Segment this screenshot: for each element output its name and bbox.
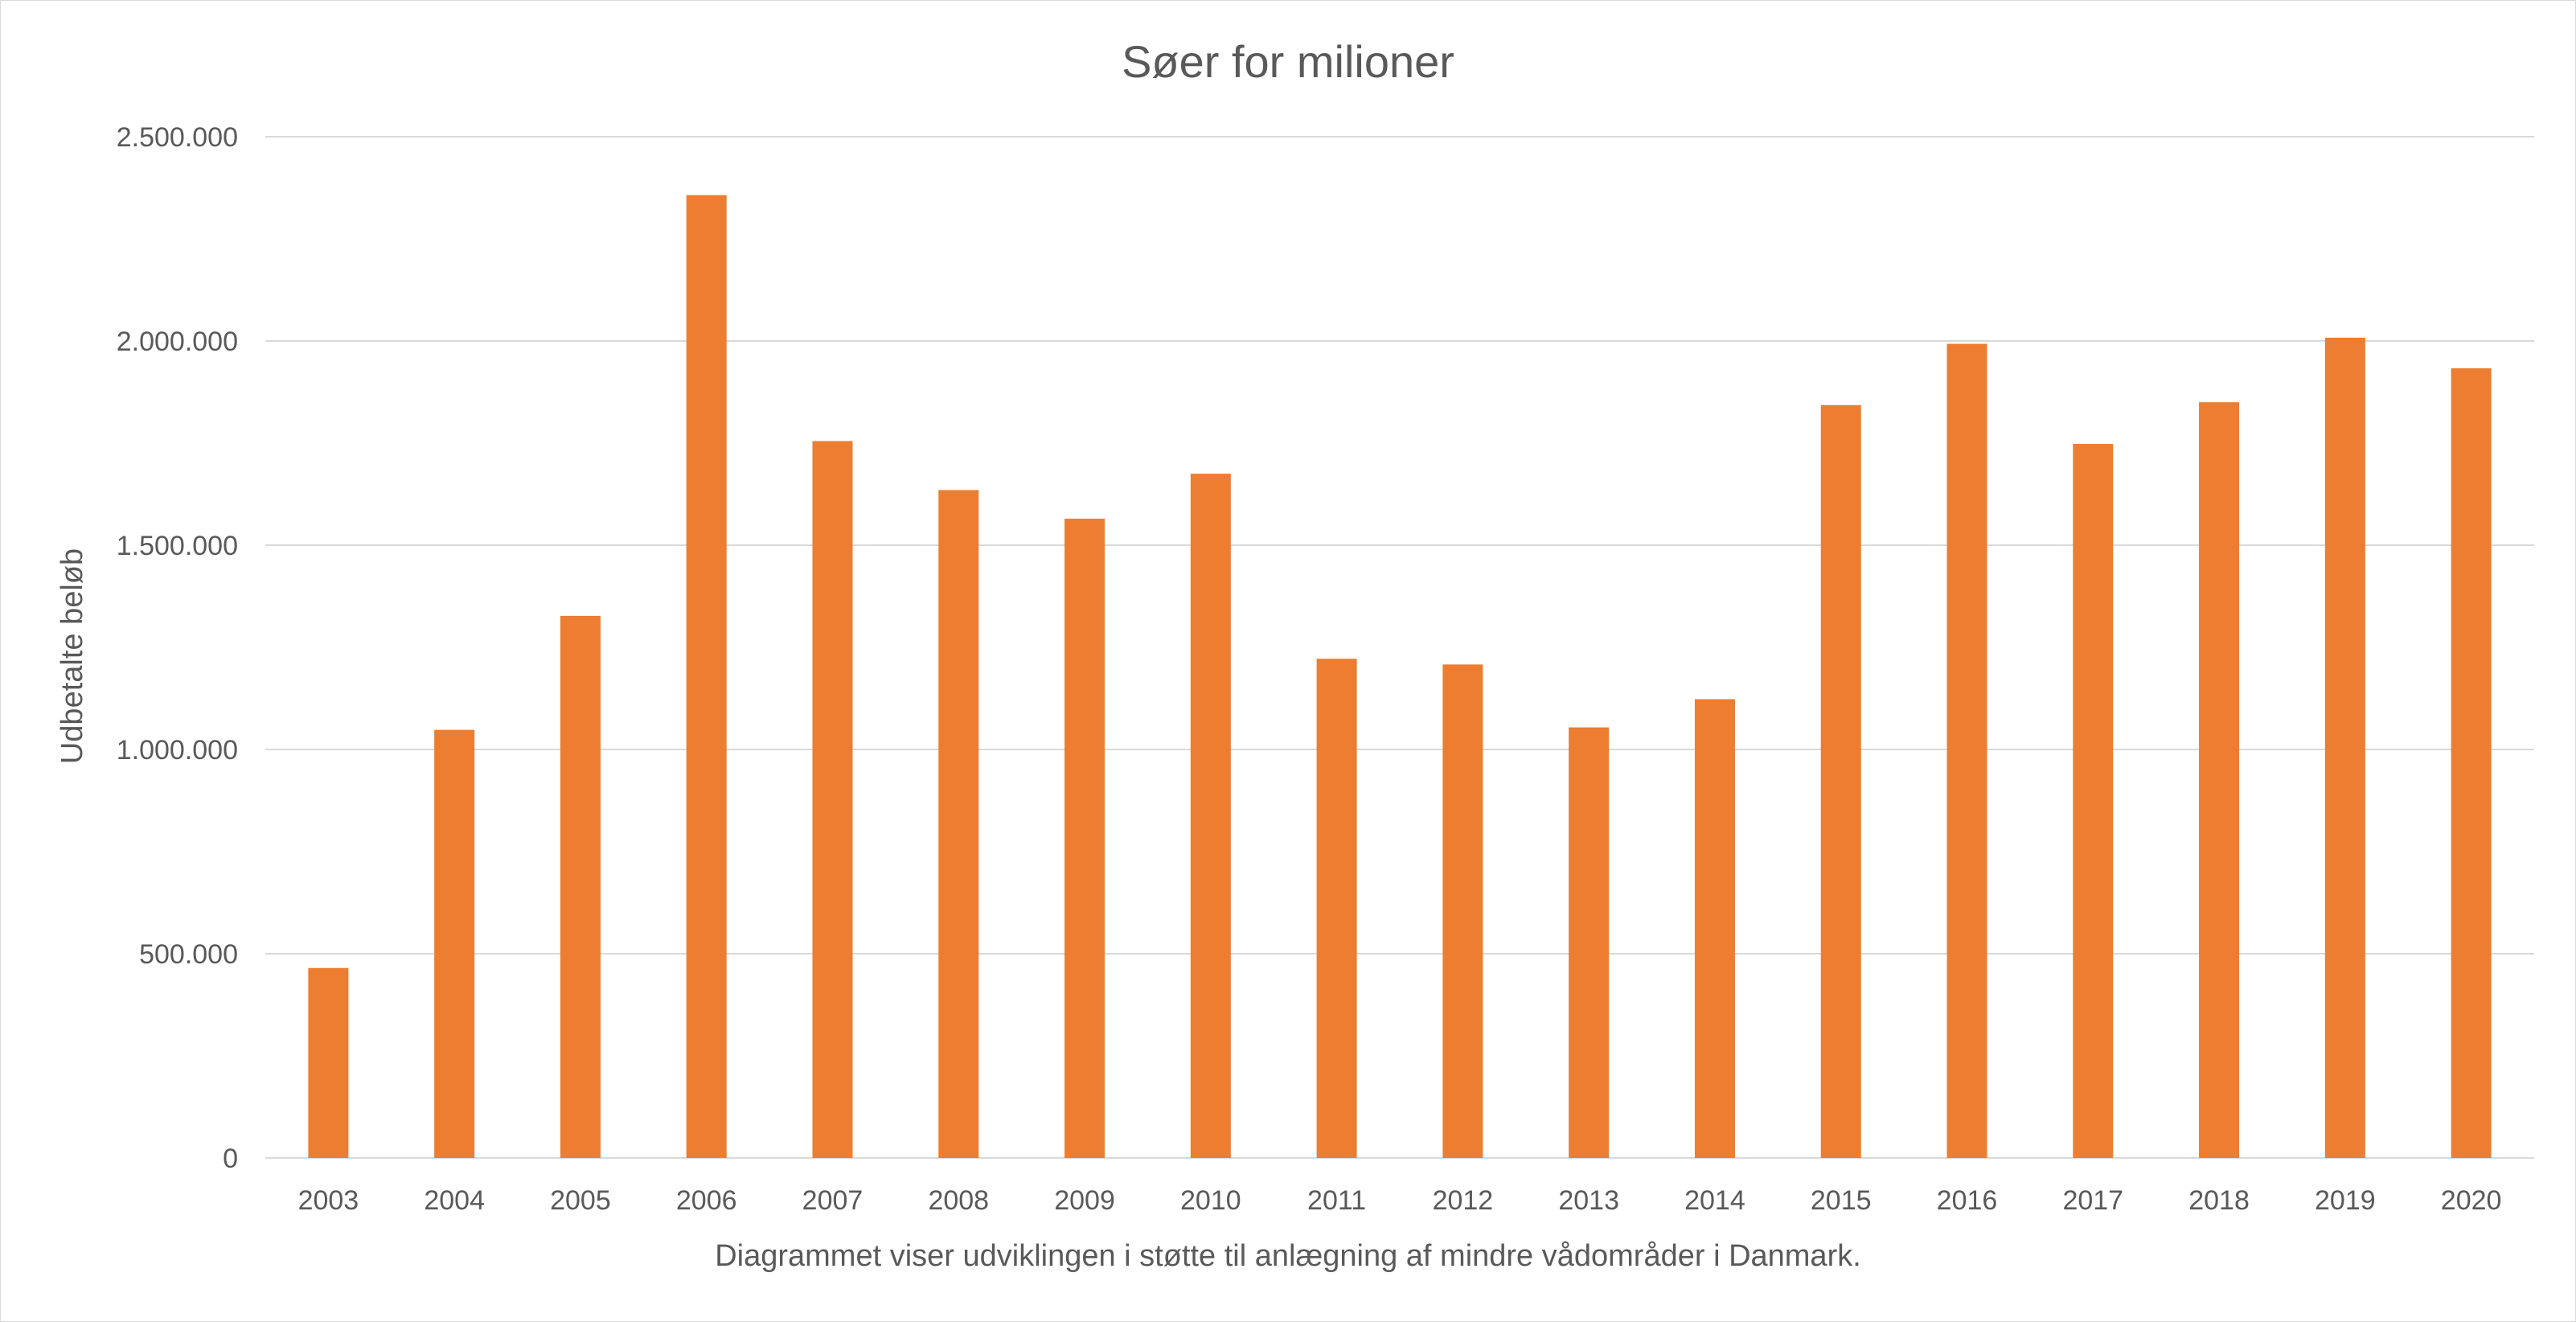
- y-axis-title: Udbetalte beløb: [55, 548, 89, 764]
- bar-2005: [560, 615, 601, 1158]
- x-axis-title: Diagrammet viser udviklingen i støtte ti…: [715, 1239, 1861, 1273]
- bar-2015: [1820, 404, 1861, 1159]
- x-tick-label: 2013: [1558, 1185, 1619, 1216]
- x-tick-label: 2015: [1811, 1185, 1872, 1216]
- bar-2009: [1064, 518, 1105, 1158]
- x-tick-label: 2011: [1307, 1185, 1366, 1216]
- y-tick-label: 500.000: [139, 939, 238, 970]
- x-tick-label: 2019: [2315, 1185, 2376, 1216]
- bar-2008: [938, 490, 979, 1158]
- x-tick-label: 2008: [928, 1185, 989, 1216]
- bar-2014: [1694, 699, 1735, 1158]
- x-tick-label: 2007: [802, 1185, 863, 1216]
- x-tick-label: 2003: [298, 1185, 359, 1216]
- chart-title: Søer for milioner: [1122, 36, 1454, 87]
- x-tick-label: 2005: [550, 1185, 611, 1216]
- y-tick-label: 1.000.000: [117, 735, 238, 766]
- bar-2017: [2073, 444, 2114, 1158]
- bar-2007: [812, 441, 853, 1158]
- bar-2010: [1190, 474, 1231, 1158]
- bar-2004: [434, 729, 475, 1158]
- bar-2018: [2199, 402, 2240, 1158]
- x-axis-ticks: 2003 2004 2005 2006 2007 2008 2009 2010 2011 2012…: [298, 1185, 2502, 1216]
- bar-2016: [1946, 343, 1987, 1158]
- bar-2019: [2324, 337, 2365, 1158]
- x-tick-label: 2016: [1937, 1185, 1998, 1216]
- gridlines: [265, 136, 2534, 1159]
- y-axis-ticks: 0 500.000 1.000.000 1.500.000 2.000.000 2.500…: [117, 122, 238, 1174]
- x-tick-label: 2017: [2062, 1185, 2123, 1216]
- bar-2003: [308, 967, 349, 1158]
- x-tick-label: 2012: [1433, 1185, 1494, 1216]
- x-tick-label: 2004: [424, 1185, 485, 1216]
- x-tick-label: 2020: [2441, 1185, 2502, 1216]
- bar-2012: [1442, 664, 1483, 1158]
- x-tick-label: 2014: [1684, 1185, 1745, 1216]
- y-tick-label: 2.000.000: [117, 326, 238, 357]
- x-tick-label: 2006: [676, 1185, 737, 1216]
- bar-2020: [2451, 368, 2492, 1158]
- y-tick-label: 1.500.000: [117, 531, 238, 561]
- bar-2013: [1569, 727, 1610, 1158]
- x-tick-label: 2018: [2188, 1185, 2250, 1216]
- bar-2011: [1316, 659, 1357, 1158]
- bars: [308, 195, 2492, 1159]
- x-tick-label: 2009: [1054, 1185, 1115, 1216]
- bar-2006: [686, 195, 727, 1158]
- y-tick-label: 0: [223, 1143, 238, 1174]
- y-tick-label: 2.500.000: [117, 122, 238, 153]
- x-tick-label: 2010: [1180, 1185, 1241, 1216]
